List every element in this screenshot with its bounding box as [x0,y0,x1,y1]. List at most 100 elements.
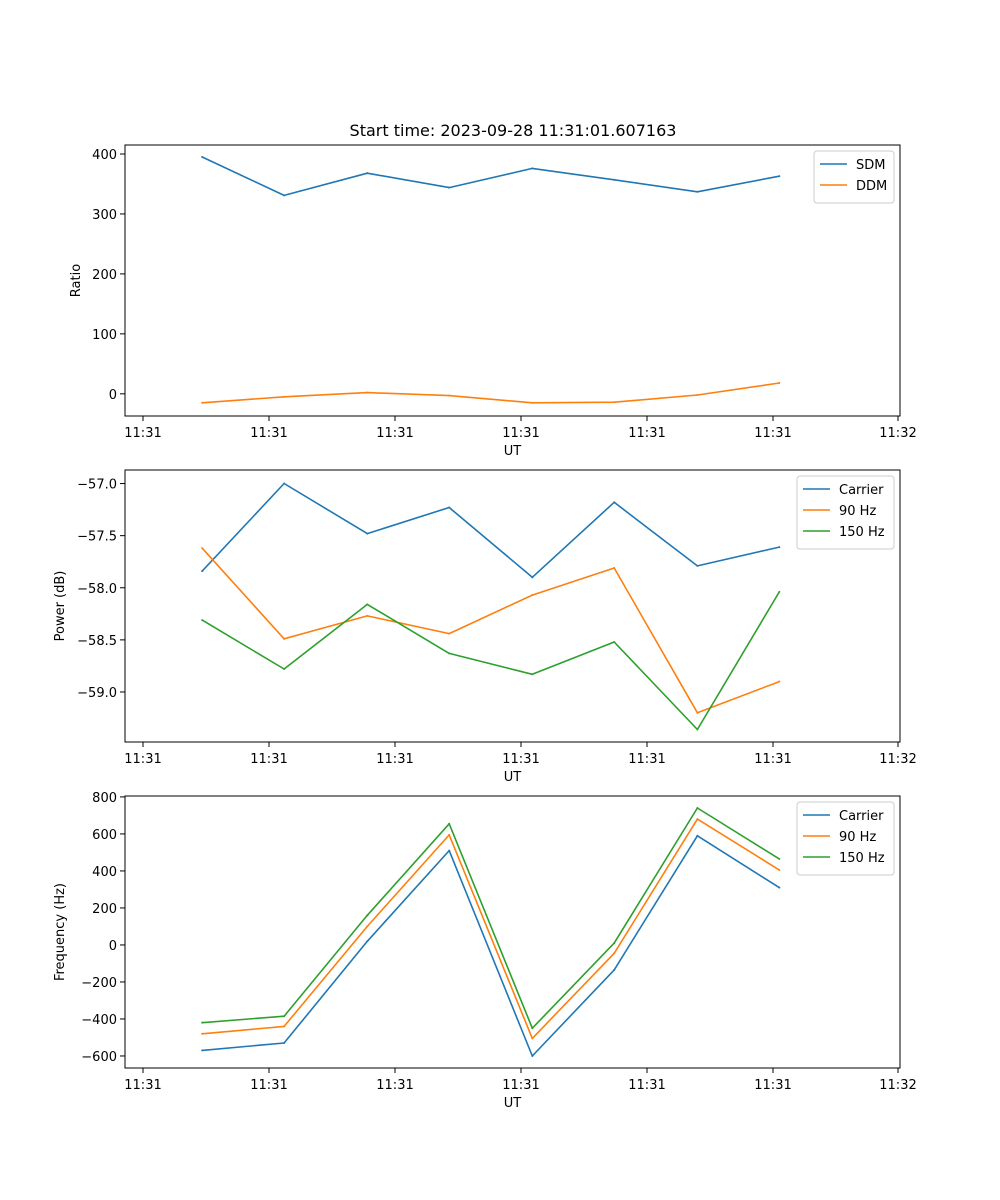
data-point-ddm [448,394,451,397]
data-point-ddm [283,395,286,398]
data-point-90-hz [613,566,616,569]
series-line-150-hz [201,591,780,731]
data-point-150-hz [613,942,616,945]
legend: Carrier 90 Hz 150 Hz [796,801,895,876]
series-line-carrier [201,482,780,579]
x-tick-label: 11:31 [628,426,665,441]
legend-label-carrier: Carrier [839,483,884,498]
series-line-150-hz [202,807,780,1029]
chart-panel-3: 11:31 11:31 11:31 11:31 11:31 11:31 11:32 −600 −… [53,791,917,1111]
legend-label-ddm: DDM [856,179,887,194]
x-axis-label: UT [504,770,522,785]
data-point-150-hz [531,1027,534,1030]
data-point-carrier [531,576,534,579]
data-point-ddm [201,401,204,404]
plot-frame-2 [124,469,901,743]
y-axis-label: Frequency (Hz) [53,883,68,981]
series-line-sdm [201,156,780,197]
data-point-carrier [366,940,369,943]
data-point-150-hz [366,603,369,606]
data-point-carrier [613,968,616,971]
x-tick-label: 11:31 [250,752,287,767]
x-tick-label: 11:32 [879,752,916,767]
x-tick-label: 11:32 [879,1078,916,1093]
data-point-150-hz [696,807,699,810]
data-point-carrier [531,1054,534,1057]
y-axis-label: Ratio [69,264,84,297]
y-tick-label: 200 [92,902,117,917]
y-tick-label: −400 [81,1013,117,1028]
data-point-90-hz [366,925,369,928]
x-tick-label: 11:31 [376,752,413,767]
legend: SDM DDM [813,150,895,204]
data-point-90-hz [531,594,534,597]
series-line-90-hz [201,547,780,714]
data-point-90-hz [613,952,616,955]
data-point-ddm [613,401,616,404]
data-point-sdm [366,172,369,175]
data-point-ddm [696,394,699,397]
y-tick-label: −58.0 [77,582,117,597]
data-point-carrier [448,506,451,509]
figure-title: Start time: 2023-09-28 11:31:01.607163 [350,121,677,140]
series-line-carrier [202,834,780,1057]
data-point-90-hz [778,680,781,683]
x-tick-label: 11:31 [250,426,287,441]
data-point-carrier [366,532,369,535]
y-tick-label: −57.5 [77,530,117,545]
x-tick-label: 11:32 [879,426,916,441]
data-point-carrier [778,886,781,889]
data-point-150-hz [283,668,286,671]
chart-panel-2: 11:31 11:31 11:31 11:31 11:31 11:31 11:32 −57.0… [53,469,917,785]
data-point-carrier [201,570,204,573]
y-tick-label: 600 [92,828,117,843]
data-point-90-hz [778,869,781,872]
data-point-sdm [531,167,534,170]
y-tick-label: 400 [92,148,117,163]
x-tick-label: 11:31 [502,752,539,767]
data-point-carrier [778,546,781,549]
data-point-150-hz [448,652,451,655]
x-tick-label: 11:31 [754,1078,791,1093]
legend-label-sdm: SDM [856,158,885,173]
data-point-carrier [448,849,451,852]
data-point-sdm [201,155,204,158]
x-tick-label: 11:31 [124,426,161,441]
series-line-90-hz [202,818,780,1040]
data-point-ddm [531,401,534,404]
x-tick-label: 11:31 [754,752,791,767]
data-point-sdm [283,194,286,197]
data-point-90-hz [448,833,451,836]
x-tick-label: 11:31 [754,426,791,441]
data-point-90-hz [696,711,699,714]
data-point-150-hz [696,728,699,731]
x-tick-label: 11:31 [502,426,539,441]
data-point-90-hz [201,1032,204,1035]
data-point-90-hz [366,614,369,617]
x-axis-label: UT [504,1096,522,1111]
y-axis-label: Power (dB) [53,571,68,642]
y-tick-label: −57.0 [77,478,117,493]
data-point-carrier [613,501,616,504]
data-point-sdm [696,190,699,193]
data-point-150-hz [201,1021,204,1024]
y-tick-label: 400 [92,865,117,880]
data-point-ddm [366,391,369,394]
x-axis-label: UT [504,444,522,459]
data-point-150-hz [366,914,369,917]
x-tick-label: 11:31 [628,1078,665,1093]
y-tick-label: 100 [92,328,117,343]
legend: Carrier 90 Hz 150 Hz [796,475,895,550]
plot-frame-1 [124,144,901,417]
plot-frame-3 [124,795,901,1069]
data-point-sdm [448,186,451,189]
data-point-carrier [283,1042,286,1045]
data-point-ddm [778,382,781,385]
y-tick-label: 800 [92,791,117,806]
data-point-150-hz [778,857,781,860]
data-point-carrier [696,564,699,567]
data-point-150-hz [531,673,534,676]
legend-label-90-hz: 90 Hz [839,830,876,845]
data-point-carrier [696,834,699,837]
